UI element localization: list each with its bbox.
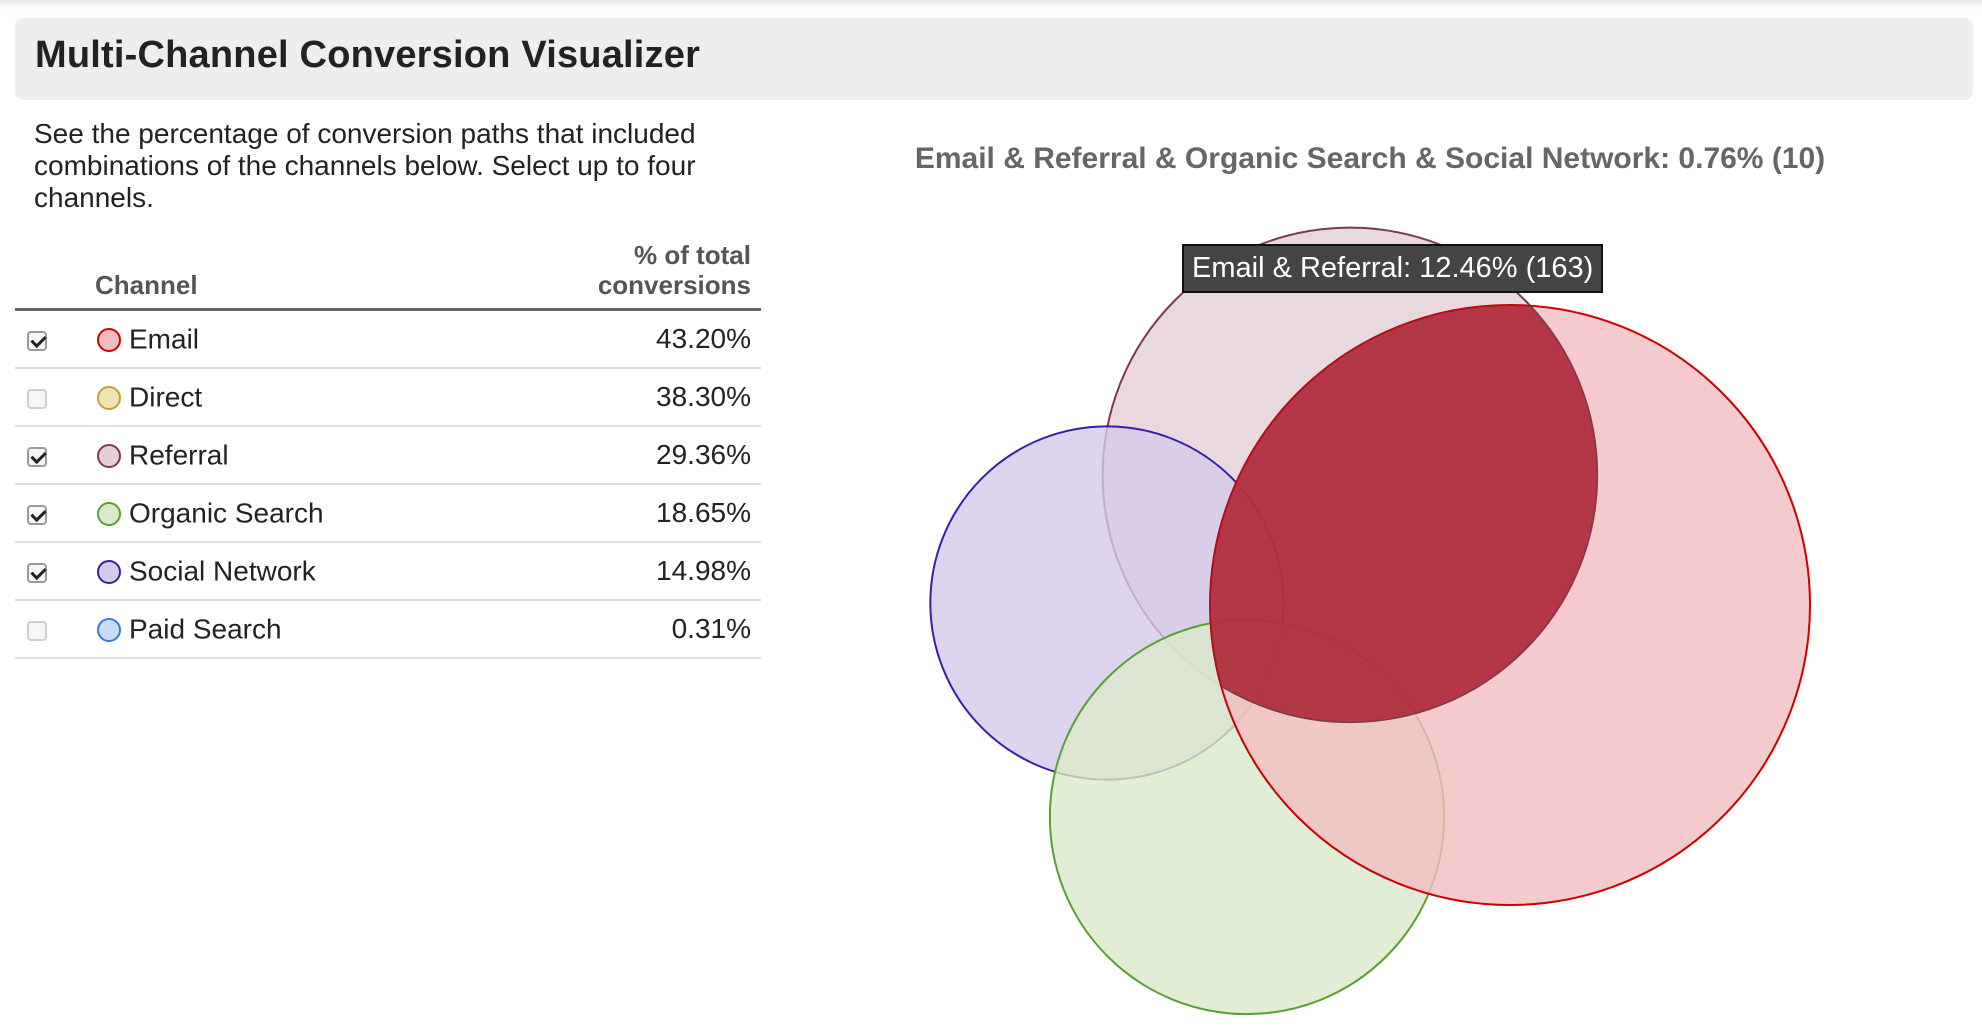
top-shadow	[0, 0, 1982, 10]
channel-label: Email	[129, 323, 200, 355]
channel-name-cell: Social Network	[95, 542, 484, 601]
channel-percent: 43.20%	[483, 309, 761, 369]
channel-checkbox-social-network[interactable]	[27, 562, 47, 583]
channel-label: Direct	[129, 381, 203, 413]
page-title: Multi-Channel Conversion Visualizer	[35, 34, 701, 76]
checkbox-cell	[15, 542, 95, 601]
channel-row-email[interactable]: Email 43.20%	[15, 309, 761, 369]
channel-column-header: Channel	[95, 240, 484, 311]
channel-name-cell: Referral	[95, 426, 484, 485]
channel-percent: 38.30%	[483, 368, 761, 427]
channel-name-cell: Paid Search	[95, 600, 484, 659]
channel-name-cell: Organic Search	[95, 484, 484, 543]
description-text: See the percentage of conversion paths t…	[34, 118, 696, 213]
percent-column-header: % of total conversions	[483, 240, 761, 311]
channel-row-direct[interactable]: Direct 38.30%	[15, 368, 761, 427]
channel-color-swatch-icon	[97, 443, 121, 468]
checkbox-cell	[15, 368, 95, 427]
channel-row-social-network[interactable]: Social Network 14.98%	[15, 542, 761, 601]
intersection-tooltip: Email & Referral: 12.46% (163)	[1182, 244, 1604, 293]
channel-percent: 29.36%	[483, 426, 761, 485]
percent-header-line1: % of total	[634, 240, 751, 270]
channel-row-organic-search[interactable]: Organic Search 18.65%	[15, 484, 761, 543]
percent-header-line2: conversions	[597, 270, 751, 300]
table-header-row: Channel % of total conversions	[15, 240, 761, 311]
checkbox-cell	[15, 484, 95, 543]
channel-percent: 14.98%	[483, 542, 761, 601]
channel-label: Referral	[129, 439, 229, 471]
channel-label: Organic Search	[129, 497, 324, 529]
checkbox-cell	[15, 426, 95, 485]
channel-color-swatch-icon	[97, 559, 121, 584]
channel-label: Paid Search	[129, 613, 282, 645]
channel-name-cell: Direct	[95, 368, 484, 427]
channel-checkbox-email[interactable]	[27, 330, 47, 351]
channel-checkbox-direct[interactable]	[27, 388, 47, 409]
checkbox-cell	[15, 309, 95, 369]
channel-percent: 0.31%	[483, 600, 761, 659]
channel-checkbox-referral[interactable]	[27, 446, 47, 467]
channel-color-swatch-icon	[97, 385, 121, 410]
channel-row-paid-search[interactable]: Paid Search 0.31%	[15, 600, 761, 659]
app-header: Multi-Channel Conversion Visualizer	[15, 18, 1973, 100]
checkbox-column-header	[15, 240, 95, 311]
chart-title: Email & Referral & Organic Search & Soci…	[914, 142, 1826, 175]
channel-table: Channel % of total conversions Email 43.2…	[15, 240, 761, 659]
checkbox-cell	[15, 600, 95, 659]
channel-checkbox-organic-search[interactable]	[27, 504, 47, 525]
channel-row-referral[interactable]: Referral 29.36%	[15, 426, 761, 485]
channel-checkbox-paid-search[interactable]	[27, 620, 47, 641]
channel-color-swatch-icon	[97, 327, 121, 352]
channel-color-swatch-icon	[97, 617, 121, 642]
channel-name-cell: Email	[95, 309, 484, 369]
channel-label: Social Network	[129, 555, 316, 587]
channel-percent: 18.65%	[483, 484, 761, 543]
channel-color-swatch-icon	[97, 501, 121, 526]
